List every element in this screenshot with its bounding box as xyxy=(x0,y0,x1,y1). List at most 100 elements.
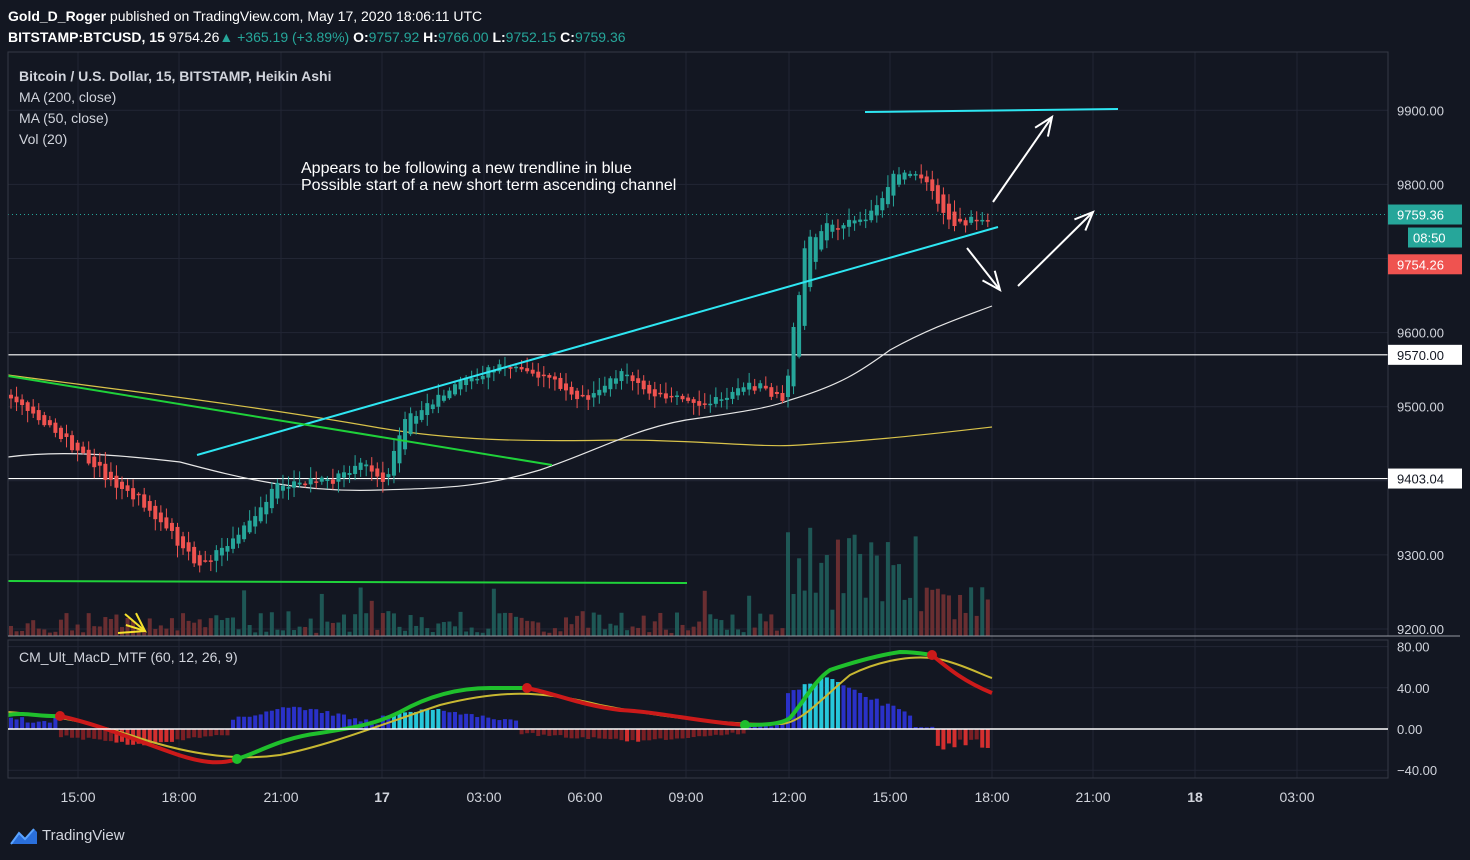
volume-bar xyxy=(125,617,130,636)
candle-body xyxy=(364,464,369,467)
legend-ma200[interactable]: MA (200, close) xyxy=(19,89,116,105)
macd-histogram-bar xyxy=(408,711,413,729)
candle-body xyxy=(752,386,757,391)
candle xyxy=(797,291,802,359)
macd-histogram-bar xyxy=(913,727,918,729)
volume-bar xyxy=(686,630,691,636)
candle xyxy=(597,378,602,404)
candle xyxy=(203,550,208,563)
candle-body xyxy=(946,203,951,220)
candle-body xyxy=(763,385,768,389)
time-tick-label: 03:00 xyxy=(466,789,501,805)
price-label-text: 9754.26 xyxy=(1397,257,1444,272)
candle xyxy=(724,387,729,410)
volume-bar xyxy=(491,588,496,636)
volume-bar xyxy=(120,627,124,636)
candle-body xyxy=(436,394,441,407)
macd-histogram-bar xyxy=(841,685,846,729)
candle xyxy=(952,200,957,232)
candle xyxy=(736,378,741,401)
candles[interactable] xyxy=(9,164,990,573)
time-tick-label: 12:00 xyxy=(771,789,806,805)
volume-bar xyxy=(841,593,846,636)
volume-bar xyxy=(658,612,663,636)
volume-bar xyxy=(286,611,291,636)
price-labels: 9759.36 9754.26 9570.00 9403.04 08:50 xyxy=(1388,204,1462,489)
candle xyxy=(9,389,13,409)
grid xyxy=(8,52,1388,778)
candle xyxy=(858,211,863,226)
candle-body xyxy=(880,198,885,211)
volume-bar xyxy=(247,624,252,636)
arrow-up-1-shaft xyxy=(992,116,1053,203)
candle-body xyxy=(625,374,630,377)
volume-bar xyxy=(769,614,774,636)
candle-body xyxy=(525,368,530,372)
drawings[interactable] xyxy=(7,108,1119,634)
candle xyxy=(880,191,885,218)
high-value: 9766.00 xyxy=(437,29,489,45)
volume-bar xyxy=(786,532,790,636)
candle xyxy=(231,526,235,554)
volume-bar xyxy=(408,615,413,636)
volume-bar xyxy=(197,619,202,636)
candle xyxy=(175,522,180,558)
volume-bar xyxy=(547,632,552,636)
candle-body xyxy=(81,446,86,453)
volume-bar xyxy=(153,629,158,636)
volume-bar xyxy=(630,626,635,636)
open-label: O: xyxy=(353,29,369,45)
annotation-text[interactable]: Appears to be following a new trendline … xyxy=(301,160,676,194)
candle-body xyxy=(569,386,574,395)
candle-body xyxy=(136,493,141,496)
arrow-up-1 xyxy=(992,114,1054,203)
macd-histogram-bar xyxy=(286,707,291,729)
volume-bar xyxy=(42,629,47,636)
volume-bar xyxy=(353,614,358,636)
candle xyxy=(675,391,679,406)
macd-histogram-bar xyxy=(647,729,652,741)
candle-body xyxy=(441,395,446,401)
macd-histogram-bar xyxy=(708,729,713,736)
macd-histogram-bar xyxy=(736,729,741,735)
candle-body xyxy=(264,501,269,515)
candle-body xyxy=(869,210,874,221)
arrow-down-head xyxy=(982,270,1002,293)
legend-ma50[interactable]: MA (50, close) xyxy=(19,110,108,126)
legend: Bitcoin / U.S. Dollar, 15, BITSTAMP, Hei… xyxy=(19,68,331,665)
volume-bar xyxy=(303,626,308,636)
candle-body xyxy=(247,520,252,533)
legend-vol[interactable]: Vol (20) xyxy=(19,131,67,147)
macd-histogram-bar xyxy=(108,729,113,742)
volume-bar xyxy=(680,624,685,636)
volume-bar xyxy=(874,555,879,636)
candle-body xyxy=(586,395,591,400)
legend-macd[interactable]: CM_Ult_MacD_MTF (60, 12, 26, 9) xyxy=(19,649,238,665)
volume-bar xyxy=(902,599,907,636)
candle-body xyxy=(330,479,335,484)
candle xyxy=(669,387,674,403)
candle-body xyxy=(308,478,313,485)
candle-body xyxy=(597,389,602,396)
macd-histogram-bar xyxy=(930,726,935,729)
volume-bar xyxy=(214,615,219,636)
candle xyxy=(325,476,330,489)
volume-bar xyxy=(952,619,957,636)
candle xyxy=(824,213,829,249)
volume-bar xyxy=(436,623,441,636)
macd-histogram-bar xyxy=(9,717,13,729)
macd-histogram-bar xyxy=(497,720,502,729)
candle-body xyxy=(286,487,291,489)
arrow-yellow-tail xyxy=(117,630,146,634)
macd-histogram-bar xyxy=(608,729,613,740)
candle-body xyxy=(303,483,308,486)
volume-bar xyxy=(147,618,152,636)
arrow-up-2-head xyxy=(1074,210,1095,231)
candle-body xyxy=(808,236,813,288)
volume-bar xyxy=(264,631,269,636)
footer[interactable]: TradingView xyxy=(10,826,125,846)
volume-bar xyxy=(386,611,391,636)
author-name[interactable]: Gold_D_Roger xyxy=(8,8,107,24)
candle-body xyxy=(985,220,990,222)
